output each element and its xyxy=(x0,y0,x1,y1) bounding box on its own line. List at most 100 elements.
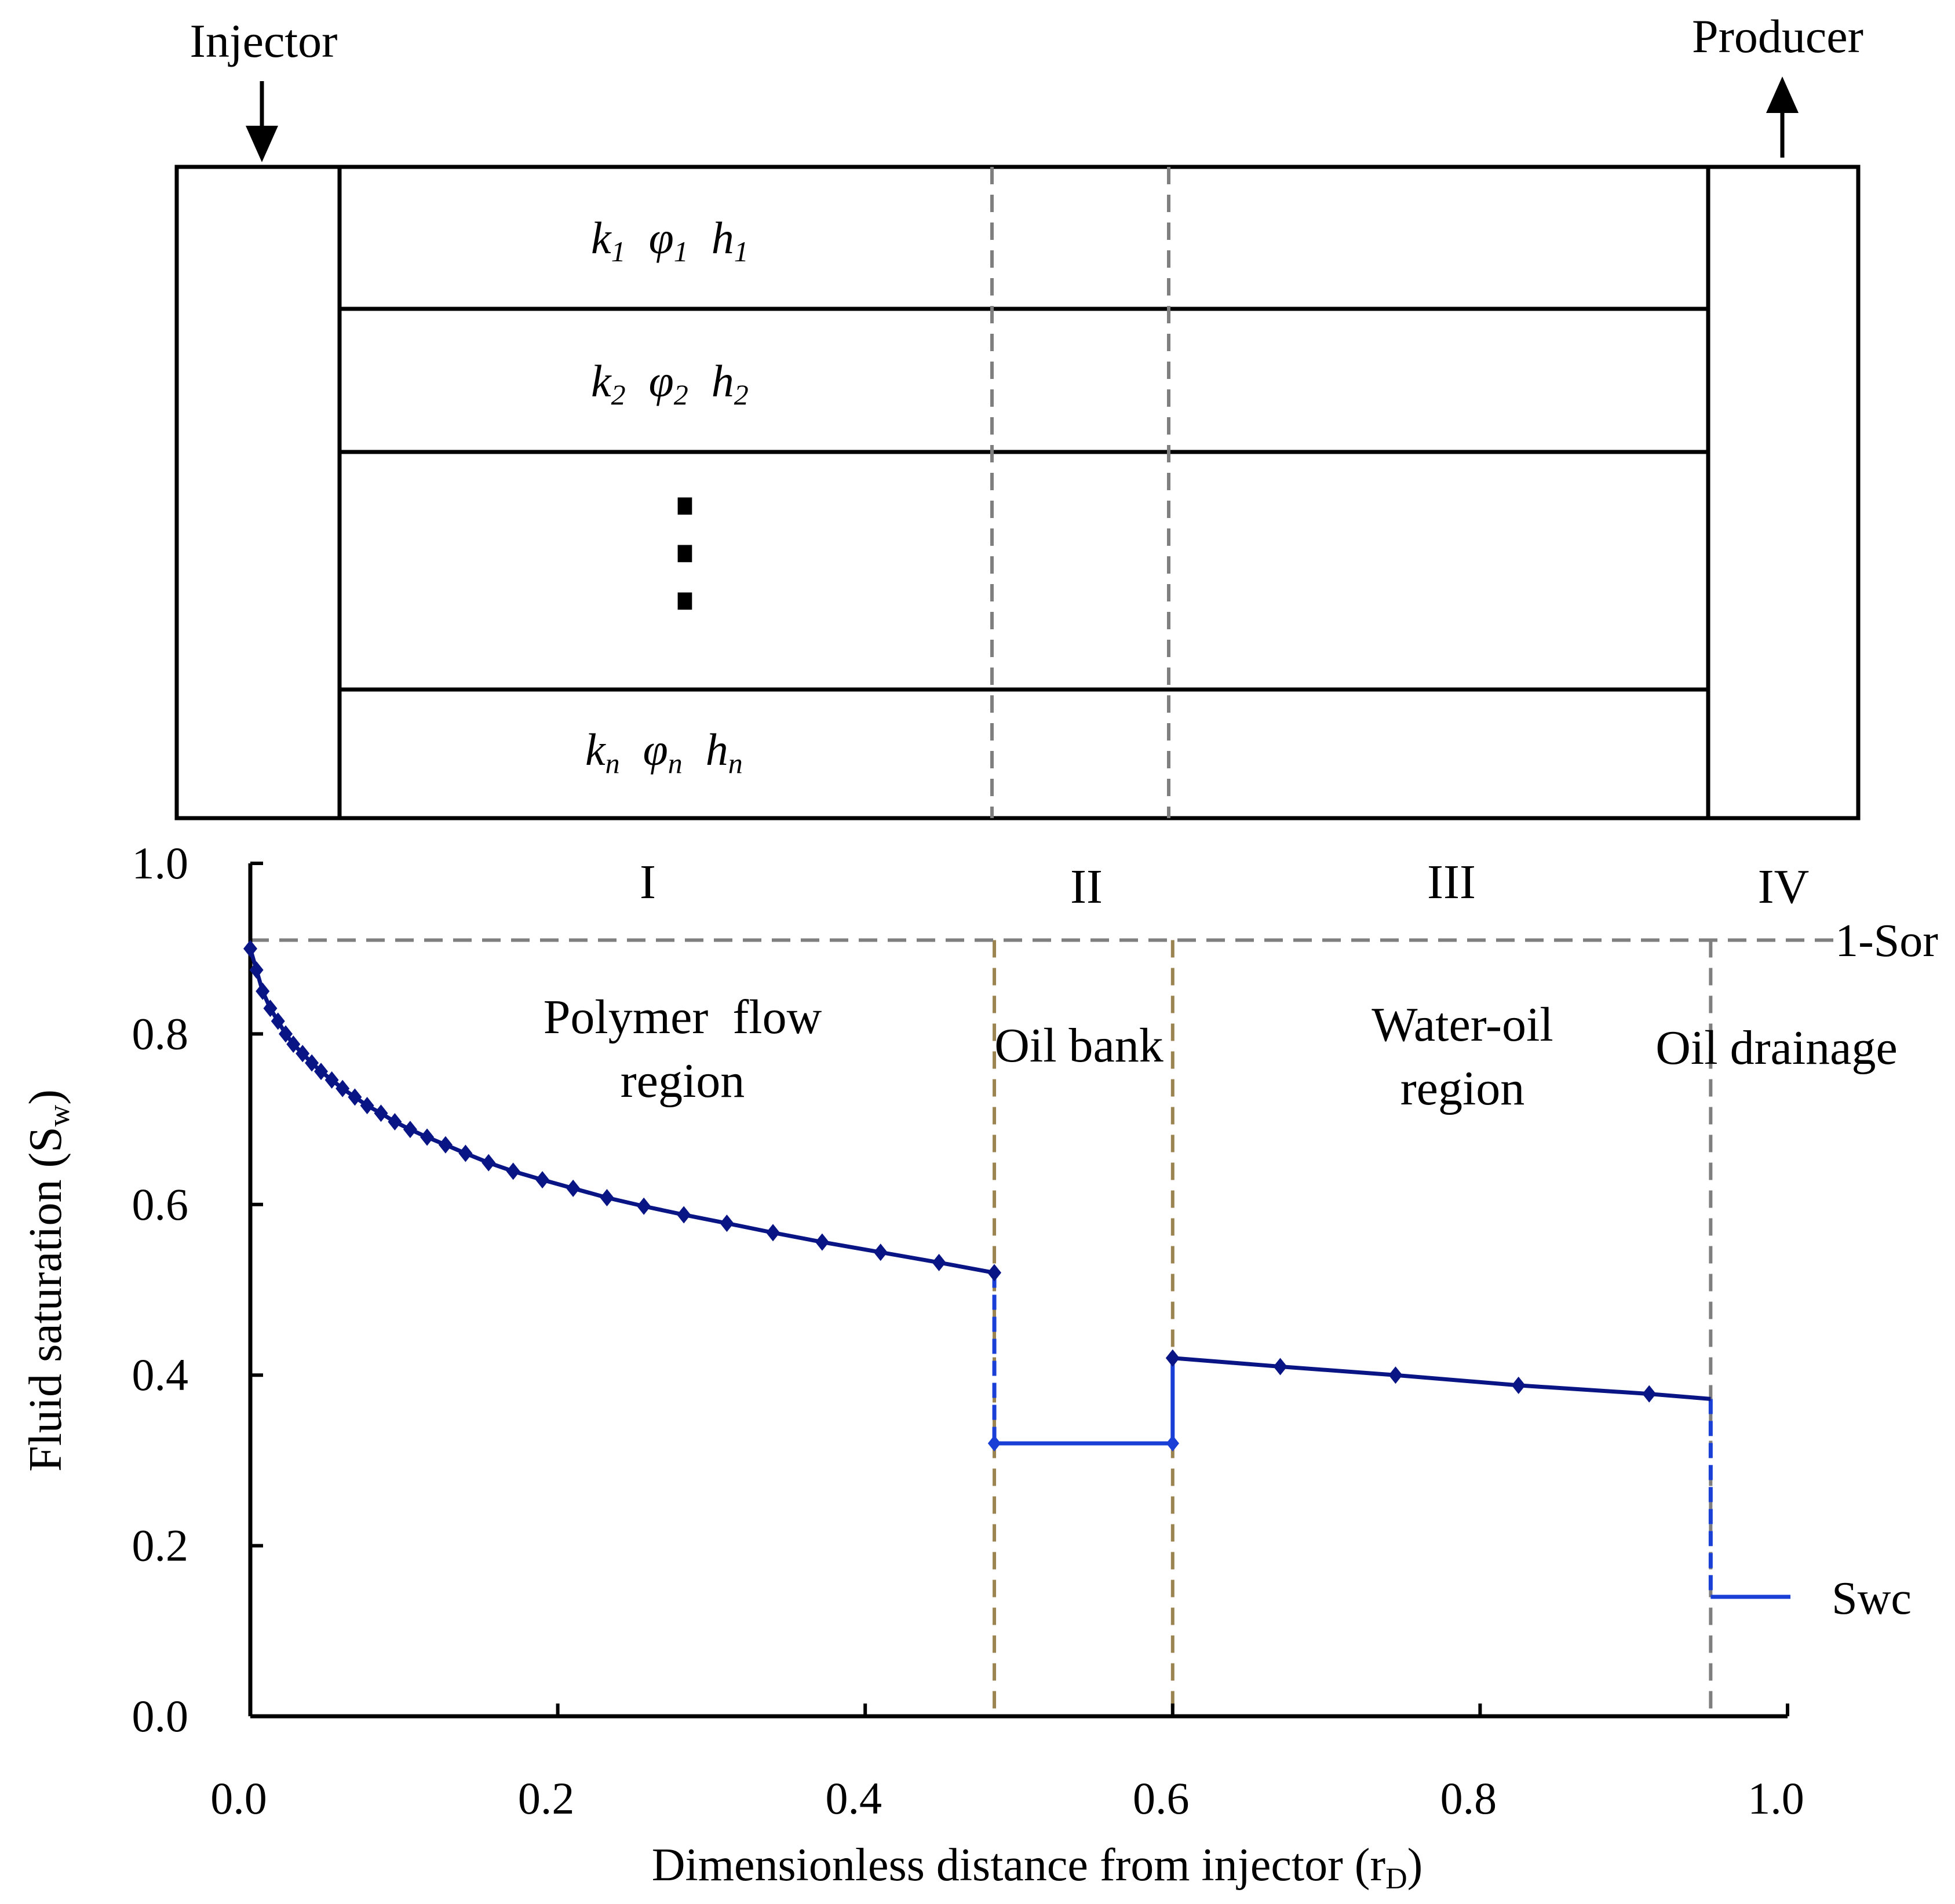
data-point xyxy=(600,1189,614,1207)
x-axis-label-text: Dimensionless distance from injector (r xyxy=(652,1840,1385,1891)
axis-ticks xyxy=(249,862,1789,1718)
layer-ellipsis: ⋮ xyxy=(615,473,754,627)
data-point xyxy=(506,1162,520,1180)
perm-symbol: k xyxy=(585,724,606,775)
y-tick-label: 0.2 xyxy=(132,1520,189,1571)
series-line xyxy=(1172,1356,1711,1401)
data-point xyxy=(348,1088,362,1106)
data-point xyxy=(360,1097,374,1115)
layer-subscript: 1 xyxy=(734,235,749,268)
data-point xyxy=(1511,1376,1526,1394)
swc-label: Swc xyxy=(1832,1573,1912,1624)
data-point xyxy=(458,1144,473,1162)
perm-symbol: k xyxy=(591,213,612,263)
data-point xyxy=(535,1171,550,1189)
sor-label: 1-Sor xyxy=(1835,915,1938,966)
layer-subscript: 2 xyxy=(734,378,749,411)
region-III-name-line2: region xyxy=(1400,1062,1525,1115)
data-point xyxy=(637,1197,651,1215)
region-III-numeral: III xyxy=(1427,855,1476,909)
layer-subscript: 1 xyxy=(674,235,688,268)
data-point xyxy=(720,1214,734,1232)
data-point xyxy=(1642,1385,1657,1403)
x-tick-label: 0.0 xyxy=(210,1773,267,1823)
y-tick-label: 0.8 xyxy=(132,1008,189,1059)
x-tick-labels: 0.0 0.2 0.4 0.6 0.8 1.0 xyxy=(210,1773,1804,1823)
injector-label: Injector xyxy=(190,14,338,67)
x-axis-label-sub: D xyxy=(1385,1862,1407,1895)
layer-n-properties: kn φn hn xyxy=(585,724,743,779)
layer-2-properties: k2 φ2 h2 xyxy=(591,356,749,411)
data-point xyxy=(873,1243,888,1261)
data-point xyxy=(482,1154,496,1172)
thickness-symbol: h xyxy=(712,213,734,263)
layer-subscript: n xyxy=(668,747,683,779)
y-axis-label: Fluid saturation (Sw) xyxy=(20,1089,76,1472)
data-point xyxy=(1166,1435,1179,1451)
thickness-symbol: h xyxy=(712,356,734,406)
layer-1-properties: k1 φ1 h1 xyxy=(591,213,749,268)
perm-symbol: k xyxy=(591,356,612,406)
data-point xyxy=(1273,1358,1287,1376)
data-point xyxy=(1388,1366,1403,1384)
data-point xyxy=(1165,1349,1180,1367)
data-point xyxy=(305,1054,319,1072)
y-axis-label-text: Fluid saturation (S xyxy=(20,1126,71,1472)
data-point xyxy=(815,1233,829,1251)
data-point xyxy=(279,1025,293,1043)
region-I-name-line2: region xyxy=(621,1054,745,1108)
x-tick-label: 1.0 xyxy=(1748,1773,1804,1823)
reservoir-box xyxy=(174,165,1861,820)
region-II-name: Oil bank xyxy=(994,1019,1163,1073)
porosity-symbol: φ xyxy=(649,213,674,263)
x-tick-label: 0.6 xyxy=(1133,1773,1190,1823)
data-point xyxy=(374,1104,388,1122)
data-point xyxy=(403,1121,417,1139)
axes xyxy=(248,862,1789,1719)
region-labels: I II III IV Polymer flow region Oil bank… xyxy=(544,855,1898,1115)
data-point xyxy=(324,1071,339,1089)
x-tick-label: 0.2 xyxy=(518,1773,575,1823)
data-point xyxy=(263,1000,278,1017)
y-tick-label: 1.0 xyxy=(132,838,189,888)
region-I-numeral: I xyxy=(640,855,656,909)
layer-subscript: 1 xyxy=(611,235,626,268)
region-II-numeral: II xyxy=(1070,860,1103,914)
data-point xyxy=(271,1012,285,1030)
layer-subscript: n xyxy=(606,747,620,779)
data-point xyxy=(420,1128,435,1146)
layer-subscript: 2 xyxy=(611,378,626,411)
reservoir-diagram: Injector Producer k1 φ1 h1 k2 φ2 h2 kn φn hn ⋮ xyxy=(174,10,1863,820)
y-axis-label-close: ) xyxy=(20,1089,71,1105)
x-axis-label: Dimensionless distance from injector (rD… xyxy=(652,1840,1423,1895)
data-point xyxy=(286,1035,301,1053)
data-point xyxy=(766,1224,780,1242)
data-point xyxy=(388,1113,402,1131)
layer-subscript: 2 xyxy=(674,378,688,411)
saturation-step-lines xyxy=(992,1272,1790,1599)
data-point xyxy=(243,940,257,958)
data-point xyxy=(677,1206,691,1224)
layer-subscript: n xyxy=(728,747,743,779)
y-tick-label: 0.0 xyxy=(132,1691,189,1741)
region-III-name-line1: Water-oil xyxy=(1372,998,1553,1052)
region-IV-name: Oil drainage xyxy=(1655,1021,1898,1075)
y-axis-label-sub: w xyxy=(43,1104,76,1126)
data-point xyxy=(335,1079,350,1097)
region-IV-numeral: IV xyxy=(1758,860,1810,914)
region-I-name-line1: Polymer flow xyxy=(544,990,822,1044)
data-point xyxy=(566,1179,581,1197)
data-point xyxy=(314,1063,329,1081)
data-point xyxy=(296,1045,310,1063)
data-point xyxy=(438,1136,453,1154)
data-point xyxy=(987,1435,1001,1451)
saturation-markers xyxy=(243,940,1657,1451)
y-tick-labels: 0.0 0.2 0.4 0.6 0.8 1.0 xyxy=(132,838,189,1741)
y-tick-label: 0.4 xyxy=(132,1349,189,1400)
data-point xyxy=(932,1253,946,1271)
y-tick-label: 0.6 xyxy=(132,1179,189,1230)
producer-label: Producer xyxy=(1692,10,1863,63)
